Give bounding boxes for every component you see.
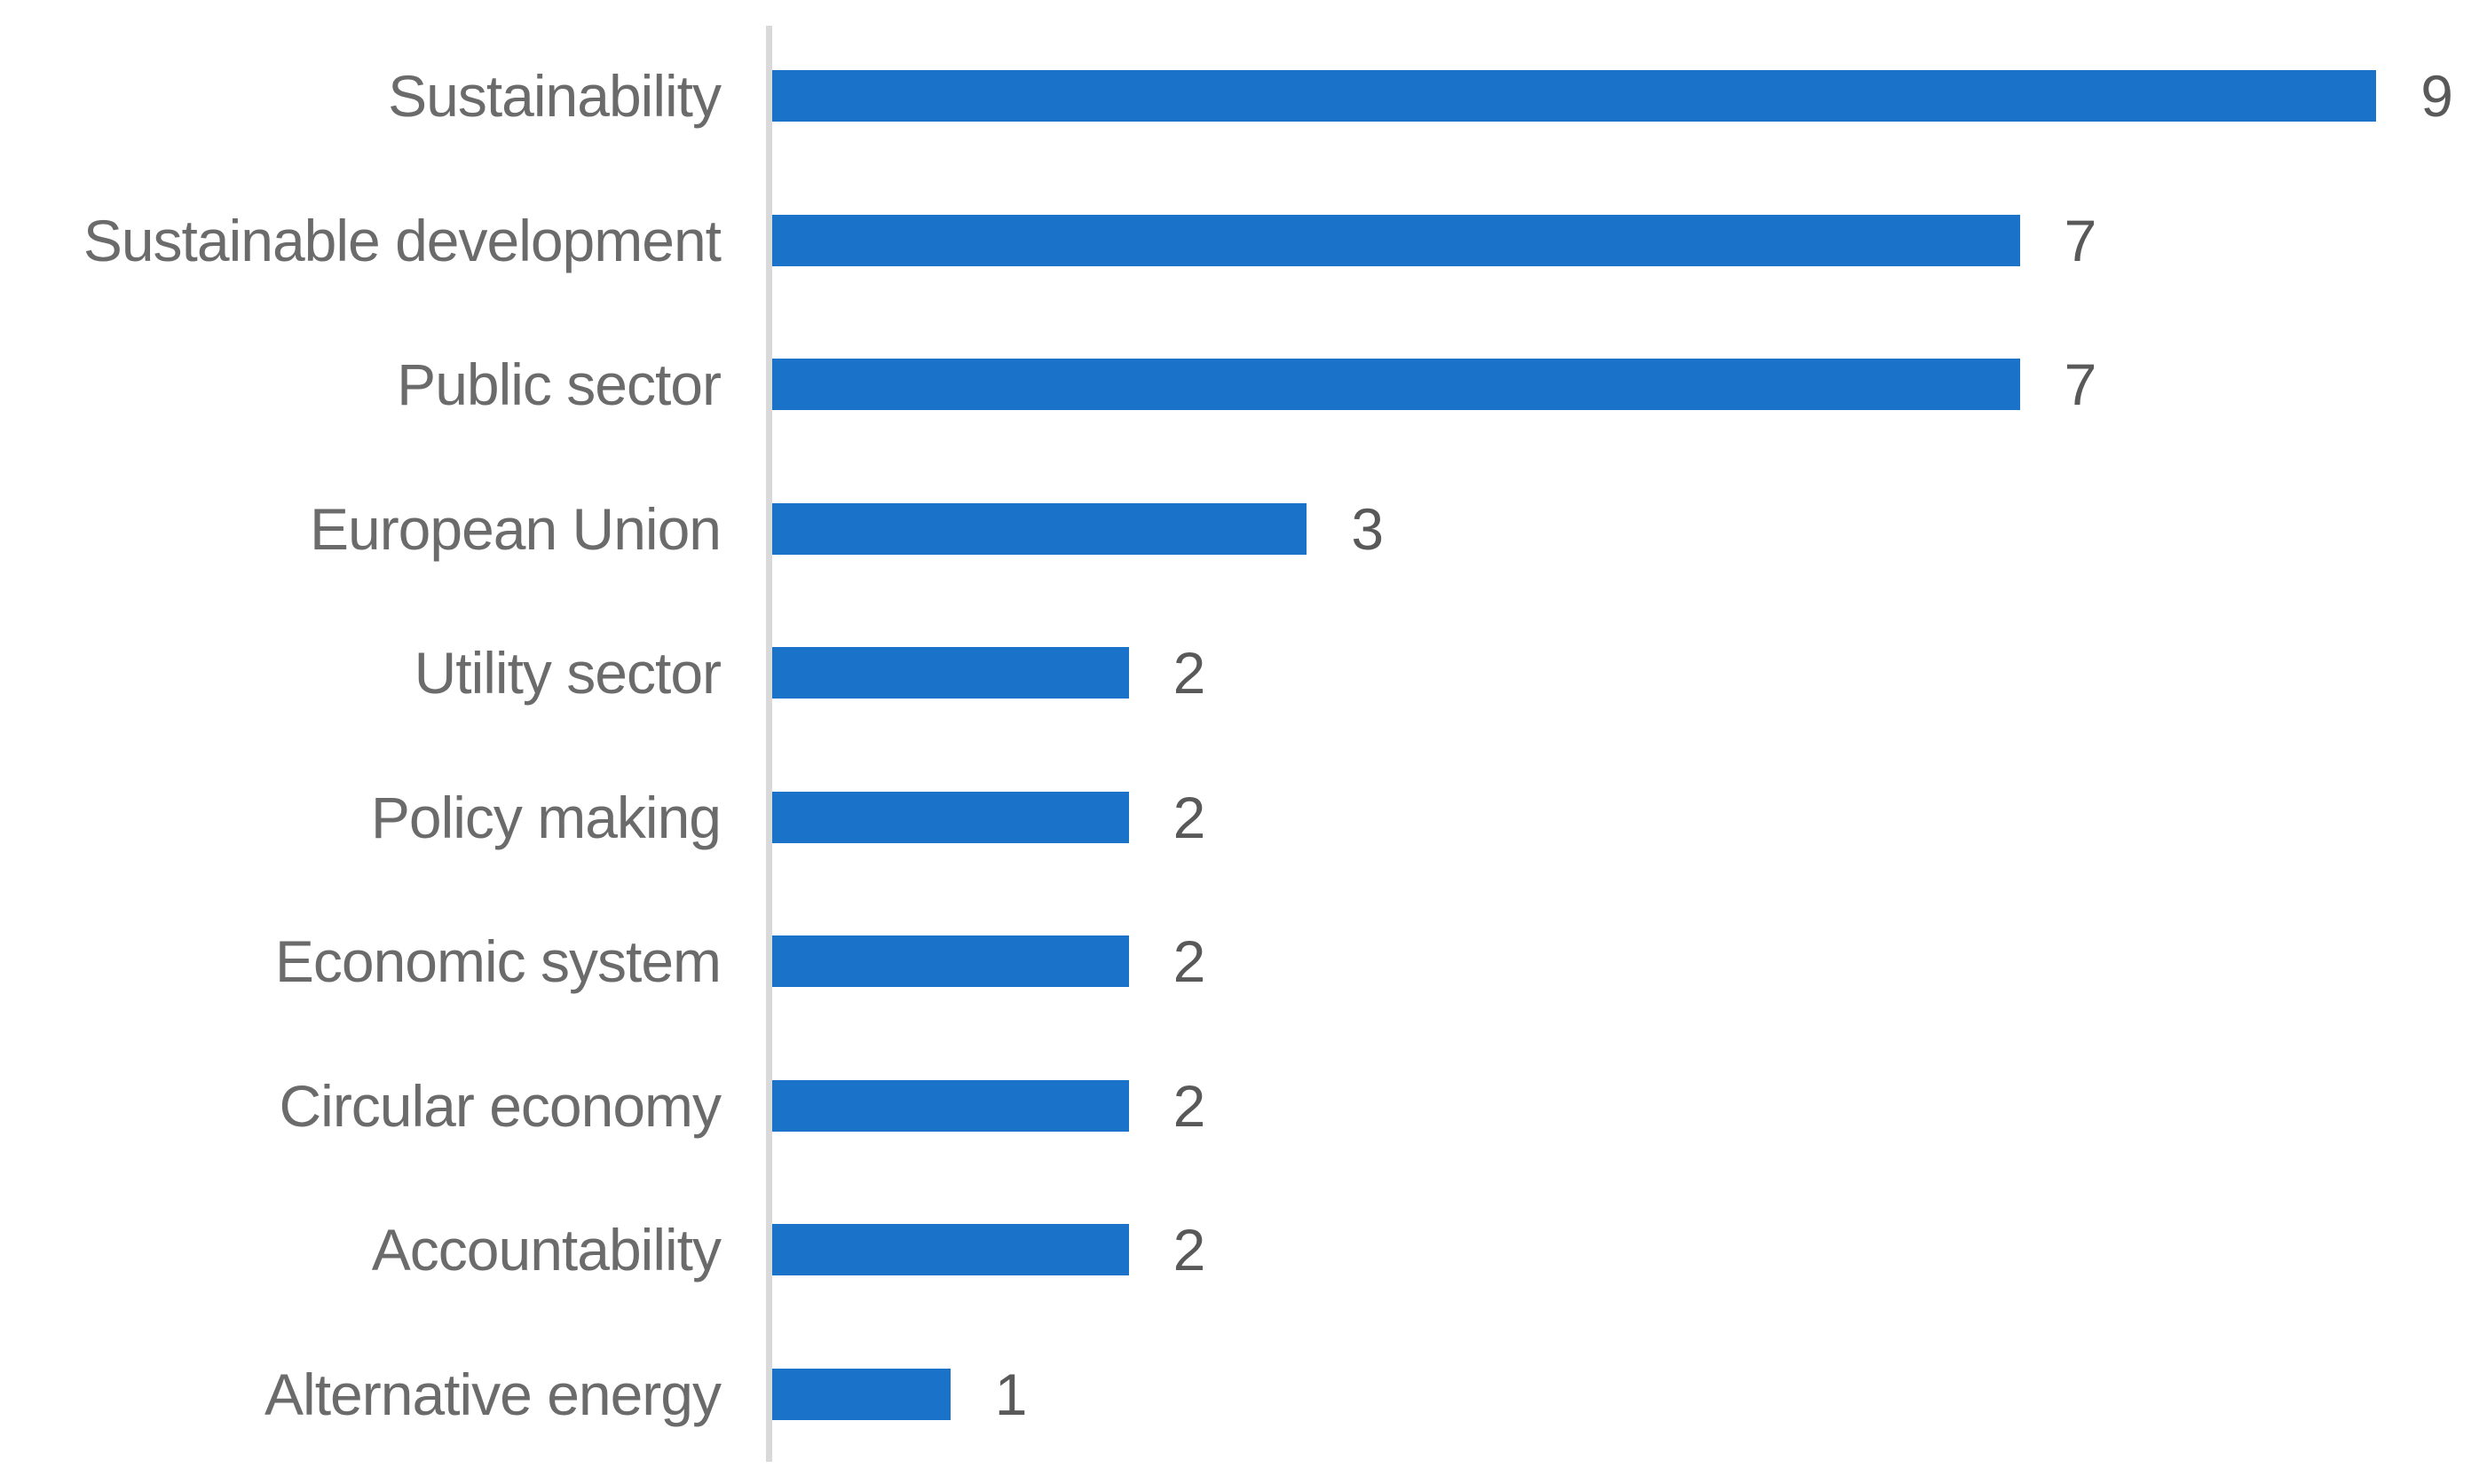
category-label: Accountability [371,1217,722,1283]
category-label: Policy making [370,784,722,850]
chart-row: Sustainable development 7 [0,169,2487,313]
category-axis-line [766,26,772,1462]
chart-row: Policy making 2 [0,746,2487,890]
category-label: Public sector [397,351,722,418]
chart-row: Economic system 2 [0,889,2487,1034]
category-label: Economic system [274,928,722,995]
bar [772,791,1129,843]
chart-row: Public sector 7 [0,312,2487,457]
value-label: 2 [1172,928,1206,995]
value-label: 2 [1172,1072,1206,1139]
value-label: 2 [1172,640,1206,706]
bar [772,1079,1129,1132]
chart-plot-area: Sustainability 9 Sustainable development… [0,24,2487,1466]
bar [772,1368,951,1420]
bar [772,359,2020,411]
bar [772,214,2020,266]
chart-row: Accountability 2 [0,1178,2487,1322]
value-label: 7 [2064,351,2097,418]
value-label: 9 [2420,63,2453,130]
value-label: 1 [994,1361,1028,1427]
category-label: Sustainable development [83,207,722,273]
bar [772,647,1129,699]
chart-row: Sustainability 9 [0,24,2487,169]
value-label: 7 [2064,207,2097,273]
chart-row: Alternative energy 1 [0,1322,2487,1467]
chart-row: Circular economy 2 [0,1034,2487,1179]
bar [772,70,2377,122]
bar [772,502,1307,555]
bar [772,935,1129,988]
category-label: Utility sector [414,640,722,706]
category-label: Circular economy [279,1072,722,1139]
bar [772,1224,1129,1276]
chart-row: Utility sector 2 [0,601,2487,746]
chart-row: European Union 3 [0,457,2487,602]
value-label: 2 [1172,1217,1206,1283]
category-label: Sustainability [388,63,722,130]
value-label: 2 [1172,784,1206,850]
category-label: European Union [309,495,722,562]
value-label: 3 [1351,495,1385,562]
category-label: Alternative energy [264,1361,722,1427]
